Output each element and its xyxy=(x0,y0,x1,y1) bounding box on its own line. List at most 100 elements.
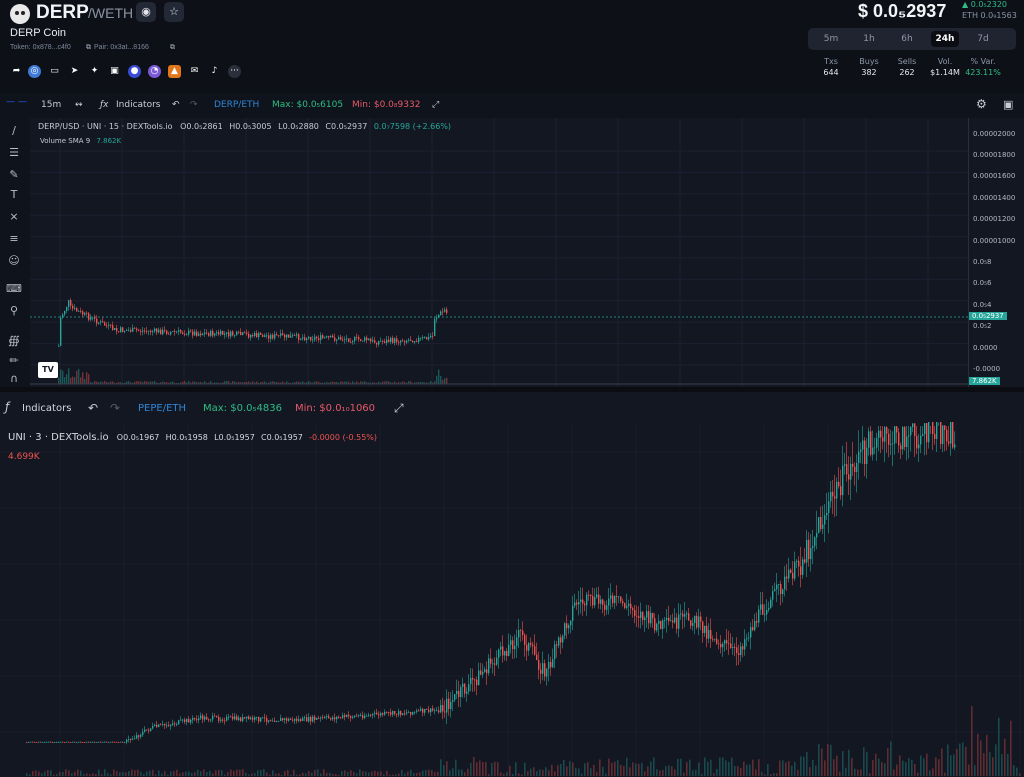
monitor-icon[interactable]: ▭ xyxy=(48,65,61,78)
settings-icon[interactable]: ⚙ xyxy=(976,97,987,111)
candle xyxy=(736,647,738,654)
interval-button[interactable]: 15m xyxy=(41,100,62,110)
redo-icon-2[interactable]: ↷ xyxy=(110,401,121,415)
candle xyxy=(874,447,876,449)
volume-bar xyxy=(446,377,448,384)
candle xyxy=(536,654,538,661)
candle xyxy=(52,741,54,743)
copy-pair-icon[interactable]: ⧉ xyxy=(170,44,175,51)
candle xyxy=(458,690,460,698)
candle xyxy=(612,595,614,604)
candle xyxy=(546,668,548,677)
twitter-icon[interactable]: ✦ xyxy=(88,65,101,78)
volume-bar xyxy=(416,382,418,384)
ruler-icon[interactable]: ⌨ xyxy=(6,282,22,295)
timeframe-5m[interactable]: 5m xyxy=(823,34,839,44)
candle xyxy=(680,613,682,615)
candle xyxy=(230,331,232,337)
discord-icon[interactable]: ▣ xyxy=(108,65,121,78)
camera-icon[interactable]: ▣ xyxy=(1003,98,1014,111)
volume-bar xyxy=(440,759,442,776)
candle xyxy=(70,742,72,743)
volume-bar xyxy=(35,770,37,776)
indicators-icon-2[interactable]: ƒ xyxy=(5,400,10,414)
redo-icon[interactable]: ↷ xyxy=(190,100,198,110)
candle xyxy=(726,640,728,644)
indicators-icon[interactable]: ƒx xyxy=(100,100,109,110)
star-icon[interactable]: ☆ xyxy=(164,2,184,22)
volume-bar xyxy=(380,382,382,384)
tiktok-icon[interactable]: ♪ xyxy=(208,65,221,78)
timeframe-1h[interactable]: 1h xyxy=(863,34,875,44)
telegram-icon[interactable]: ➤ xyxy=(68,65,81,78)
undo-icon-2[interactable]: ↶ xyxy=(88,401,99,415)
candle xyxy=(230,716,232,718)
timeframe-7d[interactable]: 7d xyxy=(977,34,989,44)
volume-bar xyxy=(68,770,70,776)
candle xyxy=(500,646,502,650)
horizontal-lines-icon[interactable]: ☰ xyxy=(9,146,19,159)
pencil-lock-icon[interactable]: ✏ xyxy=(9,354,19,367)
mail-icon[interactable]: ✉ xyxy=(188,65,201,78)
cmc-icon[interactable]: ◔ xyxy=(148,65,161,78)
candle xyxy=(606,605,608,610)
candle xyxy=(272,334,274,339)
undo-icon[interactable]: ↶ xyxy=(172,100,180,110)
fib-icon[interactable]: ≡ xyxy=(9,232,19,245)
candle xyxy=(204,332,206,334)
binoculars-icon[interactable]: ◉ xyxy=(136,2,156,22)
zoom-icon[interactable]: ⚲ xyxy=(9,304,19,317)
more-icon[interactable]: ··· xyxy=(228,65,241,78)
volume-bar xyxy=(137,769,139,776)
brush-icon[interactable]: ✎ xyxy=(9,168,19,181)
candle xyxy=(168,725,170,727)
candle xyxy=(290,718,292,720)
volume-bar xyxy=(83,773,85,776)
candle xyxy=(324,716,326,719)
volume-bar xyxy=(234,381,236,384)
timeframe-6h[interactable]: 6h xyxy=(901,34,913,44)
volume-bar xyxy=(386,770,388,776)
share-icon[interactable]: ➦ xyxy=(10,65,23,78)
crosshair-icon[interactable]: — — xyxy=(6,97,27,107)
measure-icon[interactable]: ∰ xyxy=(8,334,20,347)
copy-token-icon[interactable]: ⧉ xyxy=(86,44,91,51)
fullscreen-icon-2[interactable]: ⤢ xyxy=(394,401,404,415)
chart1-area[interactable]: DERP/USD · UNI · 15 · DEXTools.io O0.0₅2… xyxy=(30,118,1024,387)
indicators-button-2[interactable]: Indicators xyxy=(22,403,72,414)
globe-icon[interactable]: ◎ xyxy=(28,65,41,78)
volume-bar xyxy=(773,773,775,776)
candle xyxy=(720,644,722,648)
candle xyxy=(860,449,862,452)
candle xyxy=(918,444,920,449)
candle xyxy=(822,524,824,529)
volume-label: Volume SMA 9 xyxy=(40,137,91,145)
magnet-icon[interactable]: ∩ xyxy=(9,372,19,385)
candle xyxy=(116,741,118,743)
volume-bar xyxy=(422,770,424,776)
chart2-area[interactable]: UNI · 3 · DEXTools.io O0.0₅1967 H0.0₅195… xyxy=(0,422,1024,777)
volume-bar xyxy=(752,759,754,776)
text-icon[interactable]: T xyxy=(10,188,18,201)
volume-bar xyxy=(262,382,264,384)
metamask-icon[interactable]: ▲ xyxy=(168,65,181,78)
emoji-icon[interactable]: ☺ xyxy=(8,254,20,267)
candle xyxy=(768,608,770,610)
timeframe-24h[interactable]: 24h xyxy=(931,31,959,47)
candle xyxy=(806,539,808,563)
fullscreen-icon[interactable]: ⤢ xyxy=(432,100,440,110)
indicators-button[interactable]: Indicators xyxy=(116,100,161,110)
volume-bar xyxy=(287,769,289,776)
candle xyxy=(264,335,266,338)
candle xyxy=(330,718,332,720)
candle-type-icon[interactable]: ↭ xyxy=(75,100,83,110)
volume-bar xyxy=(330,381,332,384)
trendline-icon[interactable]: ∕ xyxy=(12,124,16,137)
candle xyxy=(284,334,286,338)
coingecko-icon[interactable]: ● xyxy=(128,65,141,78)
candle xyxy=(422,337,424,339)
pattern-icon[interactable]: ⨯ xyxy=(9,210,19,223)
candle xyxy=(312,716,314,722)
volume-bar xyxy=(116,382,118,384)
candle xyxy=(284,718,286,721)
